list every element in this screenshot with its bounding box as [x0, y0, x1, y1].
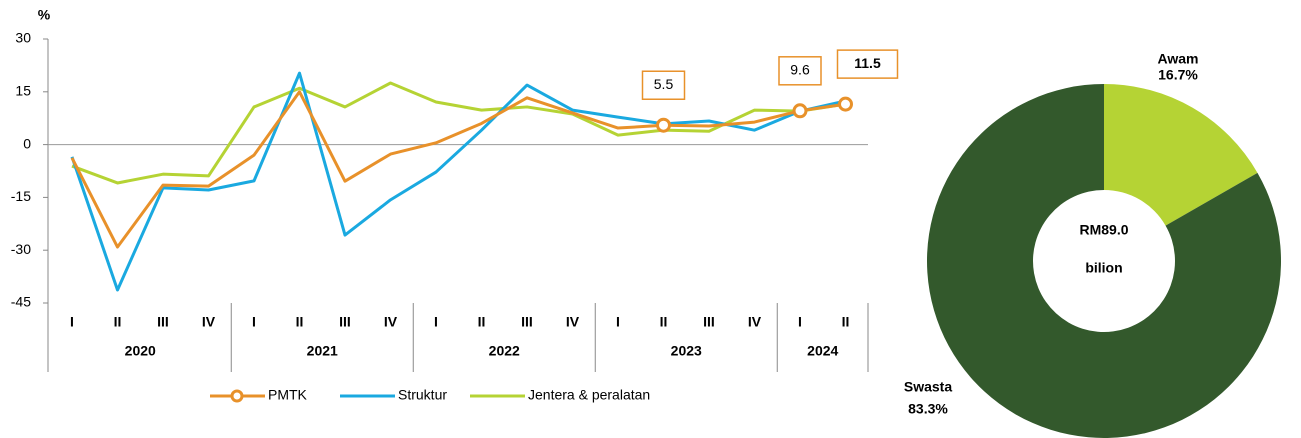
x-tick-label: I [252, 314, 256, 330]
segment-label: Awam [1158, 51, 1199, 67]
x-tick-label: IV [384, 314, 398, 330]
center-text: RM89.0 [1079, 222, 1128, 238]
series-line [70, 90, 846, 249]
donut-segment [1104, 84, 1258, 226]
center-text: bilion [1085, 260, 1122, 276]
y-tick-label: -45 [11, 294, 31, 310]
series-line [70, 71, 846, 292]
point-marker [838, 96, 853, 112]
legend-label: Struktur [398, 387, 447, 403]
data-label: 9.6 [790, 62, 810, 78]
x-tick-label: I [798, 314, 802, 330]
x-tick-label: III [703, 314, 715, 330]
data-label: 5.5 [654, 76, 674, 92]
data-label: 11.5 [854, 55, 881, 71]
x-tick-label: II [660, 314, 668, 330]
x-tick-label: IV [748, 314, 762, 330]
series-line [71, 81, 846, 185]
x-tick-label: II [478, 314, 486, 330]
x-tick-label: III [339, 314, 351, 330]
x-tick-label: I [434, 314, 438, 330]
x-tick-label: I [70, 314, 74, 330]
x-group-label: 2020 [125, 343, 156, 359]
y-tick-label: -15 [11, 188, 31, 204]
x-tick-label: IV [566, 314, 580, 330]
y-tick-label: 0 [23, 135, 31, 151]
x-tick-label: II [296, 314, 304, 330]
x-group-label: 2021 [307, 343, 338, 359]
x-tick-label: IV [202, 314, 216, 330]
x-tick-label: III [157, 314, 169, 330]
data-label-box [778, 56, 822, 86]
y-axis-label: % [38, 7, 51, 23]
x-group-label: 2024 [807, 343, 838, 359]
x-tick-label: III [521, 314, 533, 330]
y-tick-label: 15 [15, 83, 31, 99]
data-label-box [836, 49, 899, 79]
x-group-label: 2023 [671, 343, 702, 359]
x-tick-label: II [114, 314, 122, 330]
segment-value: 83.3% [908, 401, 948, 417]
data-label-box [641, 70, 686, 100]
legend-label: Jentera & peralatan [528, 387, 650, 403]
legend-marker [230, 389, 244, 403]
x-tick-label: II [842, 314, 850, 330]
point-marker [656, 117, 671, 133]
x-tick-label: I [616, 314, 620, 330]
x-group-label: 2022 [489, 343, 520, 359]
point-marker [792, 103, 808, 119]
y-tick-label: 30 [15, 30, 31, 46]
legend-label: PMTK [268, 387, 308, 403]
donut-segment [927, 84, 1281, 438]
segment-label: Swasta [904, 379, 952, 395]
y-tick-label: -30 [11, 241, 31, 257]
segment-value: 16.7% [1158, 67, 1198, 83]
